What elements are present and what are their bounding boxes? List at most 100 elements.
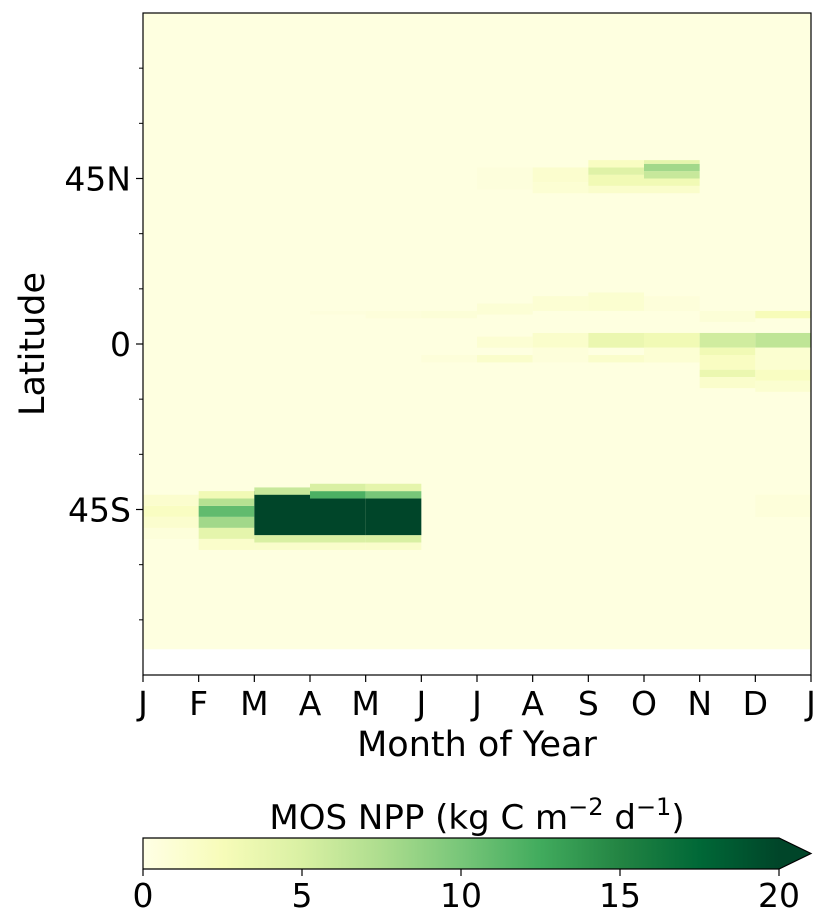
heatmap-plot-area — [142, 12, 812, 676]
heatmap-cell — [143, 527, 199, 539]
heatmap-cell — [365, 498, 422, 536]
heatmap-cell — [198, 498, 255, 506]
heatmap-cell — [365, 542, 422, 550]
heatmap-cell — [644, 296, 700, 311]
colorbar-label-exp2: −1 — [636, 793, 671, 821]
x-tick-label: J — [136, 684, 148, 723]
heatmap-cell — [198, 538, 255, 550]
heatmap-cell — [198, 516, 255, 528]
heatmap-cell — [644, 160, 700, 164]
x-axis-label: Month of Year — [357, 725, 597, 765]
heatmap-cell — [477, 303, 533, 315]
heatmap-cell — [588, 167, 644, 175]
heatmap-cell — [254, 542, 310, 550]
heatmap-cell — [198, 505, 255, 517]
heatmap-cell — [644, 178, 700, 186]
heatmap-cell — [588, 332, 644, 348]
heatmap-cell — [532, 347, 589, 363]
heatmap-cell — [588, 185, 644, 194]
heatmap-cell — [477, 167, 533, 190]
x-tick-label: N — [687, 684, 712, 723]
x-tick-label: J — [414, 684, 426, 723]
x-tick-label: O — [631, 684, 657, 723]
heatmap-cell — [421, 355, 477, 363]
heatmap-cell — [755, 380, 811, 392]
heatmap-cell — [143, 505, 199, 517]
x-tick-label: S — [578, 684, 599, 723]
heatmap-cell — [254, 491, 310, 536]
heatmap-cell — [644, 163, 700, 172]
colorbar-tick-label: 10 — [440, 876, 482, 915]
heatmap-cell — [143, 516, 199, 528]
y-axis: 45N 0 45S — [64, 67, 143, 621]
heatmap-cell — [755, 310, 811, 319]
heatmap-cell — [310, 310, 366, 315]
x-tick-label: A — [521, 684, 544, 723]
heatmap-cell — [588, 160, 644, 168]
x-tick-label: M — [240, 684, 268, 723]
x-tick-label: J — [804, 684, 814, 723]
colorbar-gradient — [143, 838, 779, 869]
heatmap-background-field — [143, 13, 811, 650]
colorbar-label-main: MOS NPP (kg C m — [269, 798, 568, 838]
heatmap-cell — [532, 182, 589, 194]
heatmap-cells — [143, 13, 811, 650]
x-tick-label: F — [189, 684, 208, 723]
colorbar-label: MOS NPP (kg C m−2 d−1) — [269, 793, 684, 838]
heatmap-cell — [421, 310, 477, 319]
heatmap-cell — [365, 491, 422, 499]
y-tick-label: 45S — [68, 491, 131, 530]
x-tick-label: J — [470, 684, 482, 723]
heatmap-cell — [198, 527, 255, 539]
heatmap-cell — [254, 487, 310, 495]
heatmap-cell — [477, 355, 533, 363]
heatmap-cell — [755, 369, 811, 381]
x-tick-label: M — [351, 684, 379, 723]
colorbar-ticks: 0 5 10 15 20 — [133, 869, 800, 915]
heatmap-cell — [143, 494, 199, 506]
colorbar-extend-arrow — [779, 838, 811, 869]
heatmap-cell — [699, 310, 756, 322]
heatmap-cell — [755, 494, 811, 517]
heatmap-cell — [365, 535, 422, 543]
colorbar-tick-label: 5 — [292, 876, 313, 915]
heatmap-cell — [588, 174, 644, 186]
x-tick-label: A — [299, 684, 322, 723]
heatmap-cell — [310, 498, 366, 536]
heatmap-cell — [198, 491, 255, 499]
colorbar-tick-label: 20 — [758, 876, 800, 915]
heatmap-cell — [755, 347, 811, 370]
heatmap-cell — [532, 167, 589, 183]
heatmap-cell — [254, 535, 310, 543]
colorbar-tick-label: 15 — [599, 876, 641, 915]
heatmap-cell — [699, 369, 756, 378]
heatmap-cell — [644, 332, 700, 348]
colorbar-label-mid: d — [604, 798, 636, 838]
heatmap-cell — [310, 491, 366, 499]
heatmap-cell — [588, 355, 644, 363]
y-tick-label: 45N — [64, 160, 131, 199]
heatmap-cell — [644, 171, 700, 179]
heatmap-cell — [365, 483, 422, 492]
y-axis-label: Latitude — [13, 272, 53, 416]
heatmap-cell — [755, 332, 811, 348]
x-tick-label: D — [743, 684, 768, 723]
heatmap-cell — [532, 296, 589, 311]
y-tick-label: 0 — [110, 325, 131, 364]
heatmap-cell — [477, 336, 533, 348]
heatmap-cell — [699, 355, 756, 370]
heatmap-cell — [310, 535, 366, 543]
heatmap-cell — [699, 332, 756, 348]
colorbar-label-exp1: −2 — [568, 793, 603, 821]
heatmap-cell — [699, 347, 756, 356]
colorbar-label-end: ) — [671, 798, 684, 838]
heatmap-cell — [365, 310, 422, 319]
heatmap-cell — [310, 542, 366, 550]
heatmap-cell — [532, 332, 589, 348]
heatmap-cell — [310, 483, 366, 492]
colorbar-tick-label: 0 — [133, 876, 154, 915]
heatmap-cell — [699, 377, 756, 389]
colorbar: MOS NPP (kg C m−2 d−1) 0 5 10 15 20 — [133, 793, 813, 915]
